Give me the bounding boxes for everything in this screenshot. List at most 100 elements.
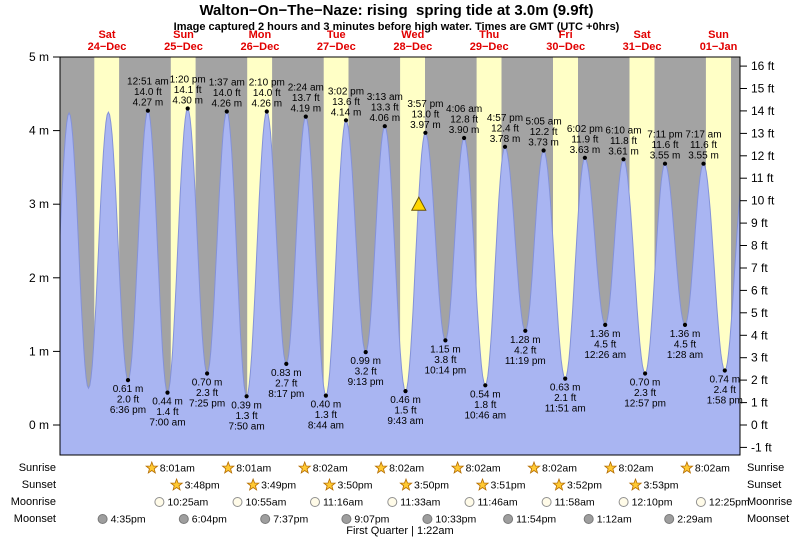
y-tick-label-m: 3 m (29, 197, 49, 211)
y-tick-label-ft: 11 ft (751, 171, 774, 185)
moonset-icon (503, 514, 514, 524)
high-tide-label: 3:57 pm (407, 99, 443, 110)
low-tide-label: 10:14 pm (425, 365, 467, 376)
high-tide-label: 11.9 ft (571, 134, 598, 145)
sunset-row-label-right: Sunset (747, 479, 782, 491)
high-tide-dot (343, 118, 349, 123)
high-tide-label: 7:11 pm (647, 130, 682, 141)
moonset-time: 10:33pm (435, 514, 476, 526)
day-date: 26−Dec (240, 41, 279, 53)
moonrise-time: 11:46am (478, 497, 518, 509)
moonset-icon (341, 514, 352, 524)
moonset-row-label-right: Moonset (747, 513, 790, 525)
sunset-time: 3:50pm (414, 480, 449, 492)
y-tick-label-m: 0 m (29, 418, 49, 432)
y-tick-label-ft: 16 ft (751, 59, 775, 73)
sunset-time: 3:52pm (567, 480, 602, 492)
high-tide-label: 4:06 am (446, 104, 482, 115)
high-tide-label: 3.90 m (449, 125, 480, 136)
high-tide-dot (303, 114, 308, 119)
low-tide-label: 9:13 pm (348, 377, 384, 388)
high-tide-label: 4.26 m (212, 99, 243, 110)
high-tide-dot (462, 135, 467, 141)
moonrise-time: 12:25pm (709, 497, 750, 509)
high-tide-label: 6:02 pm (567, 124, 603, 135)
moonrise-time: 11:58am (555, 497, 595, 509)
plot-border (59, 56, 741, 456)
day-name: Fri (559, 29, 573, 41)
day-name: Sat (98, 29, 115, 41)
high-tide-label: 11.8 ft (610, 136, 637, 147)
high-tide-label: 3.78 m (490, 134, 521, 145)
sunset-time: 3:48pm (185, 480, 220, 492)
sunrise-time: 8:02am (313, 463, 348, 475)
high-tide-label: 4.26 m (252, 99, 283, 110)
y-tick-label-ft: 0 ft (751, 418, 768, 432)
tide-area-path (60, 107, 740, 455)
y-tick-label-ft: 9 ft (751, 216, 768, 230)
y-tick-label-ft: 5 ft (751, 306, 768, 320)
moonset-icon (583, 514, 594, 524)
sunrise-icon (680, 460, 694, 474)
high-tide-label: 14.0 ft (134, 87, 162, 98)
high-tide-label: 3:13 am (367, 92, 403, 103)
high-tide-dot (382, 124, 387, 129)
sunset-icon (399, 477, 413, 491)
low-tide-dot (363, 350, 368, 355)
low-tide-label: 0.70 m (630, 378, 661, 389)
low-tide-label: 11:19 pm (505, 356, 546, 367)
low-tide-label: 7:50 am (229, 421, 265, 432)
y-tick-label-ft: 8 ft (751, 239, 768, 253)
low-tide-dot (403, 389, 408, 394)
sunrise-time: 8:02am (542, 463, 577, 475)
y-tick-label-ft: 2 ft (751, 373, 768, 387)
high-tide-label: 13.7 ft (292, 93, 320, 104)
low-tide-label: 11:51 am (545, 404, 586, 415)
high-tide-label: 1:20 pm (170, 75, 206, 86)
sunrise-icon (374, 460, 388, 474)
sunset-time: 3:50pm (338, 480, 373, 492)
moonrise-row: 10:25am 10:55am 11:16am 11:33am 11:46am 11:58… (154, 497, 750, 509)
y-tick-label-m: 4 m (29, 124, 49, 138)
low-tide-label: 1.15 m (430, 344, 461, 355)
low-tide-label: 0.54 m (470, 389, 501, 400)
low-tide-label: 0.70 m (192, 378, 223, 389)
moonset-icon (260, 514, 271, 524)
low-tide-dot (563, 376, 568, 381)
high-tide-dot (582, 155, 588, 160)
sunrise-time: 8:02am (466, 463, 501, 475)
high-tide-dot (701, 161, 706, 166)
high-tide-label: 12.4 ft (491, 123, 519, 134)
low-tide-dot (443, 338, 448, 343)
y-tick-label-m: 2 m (29, 271, 49, 285)
sunrise-time: 8:01am (160, 463, 195, 475)
low-tide-label: 12:26 am (584, 350, 626, 361)
moonrise-time: 11:33am (400, 497, 440, 509)
low-tide-label: 1.4 ft (156, 407, 178, 418)
sunrise-icon (145, 460, 159, 474)
y-tick-label-ft: -1 ft (751, 440, 772, 454)
low-tide-label: 10:46 am (464, 410, 506, 421)
low-tide-label: 7:00 am (149, 418, 185, 429)
low-tide-label: 0.46 m (390, 395, 421, 406)
high-tide-label: 3.55 m (688, 151, 719, 162)
day-date: 25−Dec (164, 41, 203, 53)
sunrise-row: 8:01am 8:01am 8:02am 8:02am 8:02am 8:02am 8:02… (145, 460, 730, 475)
y-axis-left: 0 m 1 m 2 m 3 m 4 m 5 m (29, 50, 60, 432)
y-tick-label-ft: 4 ft (751, 328, 768, 342)
low-tide-label: 1:28 am (667, 350, 703, 361)
day-labels: Sat24−DecSun25−DecMon26−DecTue27−DecWed2… (88, 29, 738, 53)
day-date: 30−Dec (546, 41, 585, 53)
day-name: Mon (249, 29, 272, 41)
moonrise-icon (618, 497, 629, 507)
low-tide-label: 2.3 ft (196, 388, 218, 399)
moonset-time: 11:54pm (516, 514, 556, 526)
moonrise-icon (387, 497, 398, 507)
y-tick-label-ft: 10 ft (751, 194, 775, 208)
low-tide-label: 7:25 pm (189, 399, 225, 410)
day-date: 24−Dec (88, 41, 127, 53)
high-tide-dot (423, 130, 428, 135)
low-tide-dot (483, 383, 488, 388)
day-date: 31−Dec (623, 41, 662, 53)
high-tide-label: 11.6 ft (651, 140, 678, 151)
